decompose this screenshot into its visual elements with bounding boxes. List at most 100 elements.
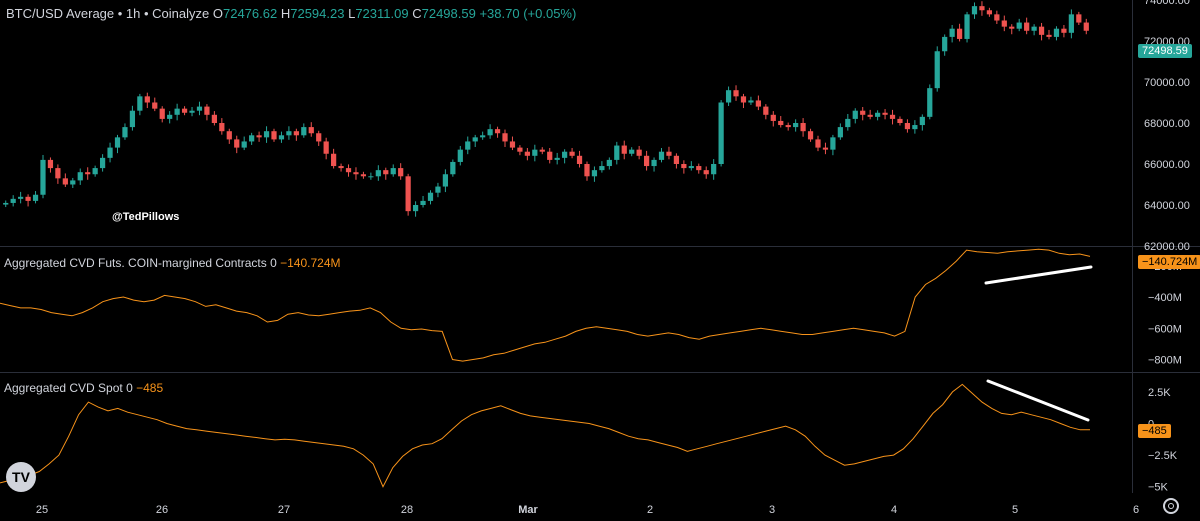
futs-tick-label: −400M <box>1148 292 1182 304</box>
candle-body <box>748 100 754 103</box>
tradingview-logo-icon[interactable]: TV <box>6 462 36 492</box>
time-tick-label: 4 <box>891 504 897 516</box>
candle-body <box>889 114 896 119</box>
candle-body <box>308 127 314 134</box>
candle-body <box>971 6 978 15</box>
candle-body <box>167 114 173 119</box>
time-tick-label: 3 <box>769 504 775 516</box>
candle-body <box>822 147 829 150</box>
candle-body <box>696 166 702 171</box>
candle-body <box>711 164 717 175</box>
candle-body <box>576 155 583 164</box>
candle-body <box>263 131 270 138</box>
candle-body <box>927 88 933 117</box>
candle-body <box>919 116 925 126</box>
candle-body <box>629 149 635 154</box>
spot-tick-label: −5K <box>1148 482 1169 494</box>
candle-body <box>286 131 292 136</box>
candle-body <box>778 120 784 126</box>
candle-body <box>494 129 501 134</box>
time-tick-label: Mar <box>518 504 538 516</box>
candle-body <box>99 157 106 169</box>
candle-body <box>480 135 486 138</box>
candle-body <box>904 123 911 130</box>
candle-body <box>793 123 799 128</box>
candle-body <box>934 51 940 89</box>
candle-body <box>658 151 665 160</box>
cvd-spot-line <box>0 383 1091 488</box>
candle-body <box>368 176 374 178</box>
candle-body <box>703 170 709 175</box>
candle-body <box>763 106 769 115</box>
candle-body <box>353 172 359 175</box>
candle-body <box>1009 26 1015 29</box>
candle-body <box>591 170 598 177</box>
candle-body <box>487 129 493 136</box>
candle-body <box>25 196 31 201</box>
candle-body <box>837 127 843 138</box>
candle-body <box>621 145 627 154</box>
candle-body <box>92 168 98 175</box>
candle-body <box>405 176 411 212</box>
candle-body <box>249 135 255 142</box>
candle-body <box>740 96 747 103</box>
candle-body <box>174 108 180 115</box>
candle-body <box>18 196 24 199</box>
candle-body <box>897 118 903 123</box>
spot-last-badge: −485 <box>1138 424 1171 438</box>
candle-body <box>867 114 873 117</box>
candle-body <box>1068 14 1074 33</box>
candle-body <box>517 147 523 152</box>
gear-icon[interactable] <box>1163 498 1179 514</box>
candle-body <box>226 131 232 140</box>
candle-body <box>256 135 262 138</box>
candle-body <box>234 139 240 148</box>
candle-body <box>912 125 918 130</box>
candle-body <box>323 141 329 154</box>
price-last-badge: 72498.59 <box>1138 44 1192 58</box>
candle-body <box>338 166 344 169</box>
candle-body <box>70 180 76 185</box>
candle-body <box>47 159 54 169</box>
candle-body <box>681 164 687 169</box>
candle-body <box>979 6 985 11</box>
candle-body <box>465 141 471 150</box>
spot-tick-label: 2.5K <box>1148 387 1171 399</box>
candle-body <box>606 159 612 167</box>
spot-trendline <box>986 379 1090 422</box>
candle-body <box>1016 22 1022 29</box>
spot-legend[interactable]: Aggregated CVD Spot 0 −485 <box>4 381 164 395</box>
candle-body <box>1076 14 1082 23</box>
candle-body <box>383 170 389 175</box>
watermark: @TedPillows <box>112 211 180 223</box>
candle-body <box>181 108 188 113</box>
candle-body <box>204 106 210 115</box>
open-value: 72476.62 <box>222 6 278 21</box>
candle-body <box>435 186 441 193</box>
candle-body <box>949 28 955 37</box>
candle-body <box>569 151 575 156</box>
trendlines <box>984 265 1093 422</box>
candle-body <box>1046 34 1052 37</box>
symbol-header[interactable]: BTC/USD Average • 1h • Coinalyze O72476.… <box>6 6 577 21</box>
price-tick-label: 66000.00 <box>1144 159 1190 171</box>
futs-legend[interactable]: Aggregated CVD Futs. COIN-margined Contr… <box>4 256 341 270</box>
candle-body <box>1083 22 1089 31</box>
candle-body <box>755 100 761 107</box>
candle-body <box>450 161 456 175</box>
candle-body <box>316 133 322 142</box>
spot-legend-value: −485 <box>136 381 164 395</box>
candle-body <box>770 114 776 121</box>
futs-trendline <box>984 265 1093 285</box>
candle-body <box>614 145 620 160</box>
candle-body <box>651 159 657 167</box>
candle-body <box>986 10 993 15</box>
symbol-title[interactable]: BTC/USD Average • 1h • Coinalyze <box>6 6 210 21</box>
high-value: 72594.23 <box>290 6 345 21</box>
price-tick-label: 68000.00 <box>1144 118 1190 130</box>
price-tick-label: 64000.00 <box>1144 200 1190 212</box>
time-tick-label: 2 <box>647 504 653 516</box>
candle-body <box>457 149 463 162</box>
cvd-futs-pane <box>0 248 1091 362</box>
